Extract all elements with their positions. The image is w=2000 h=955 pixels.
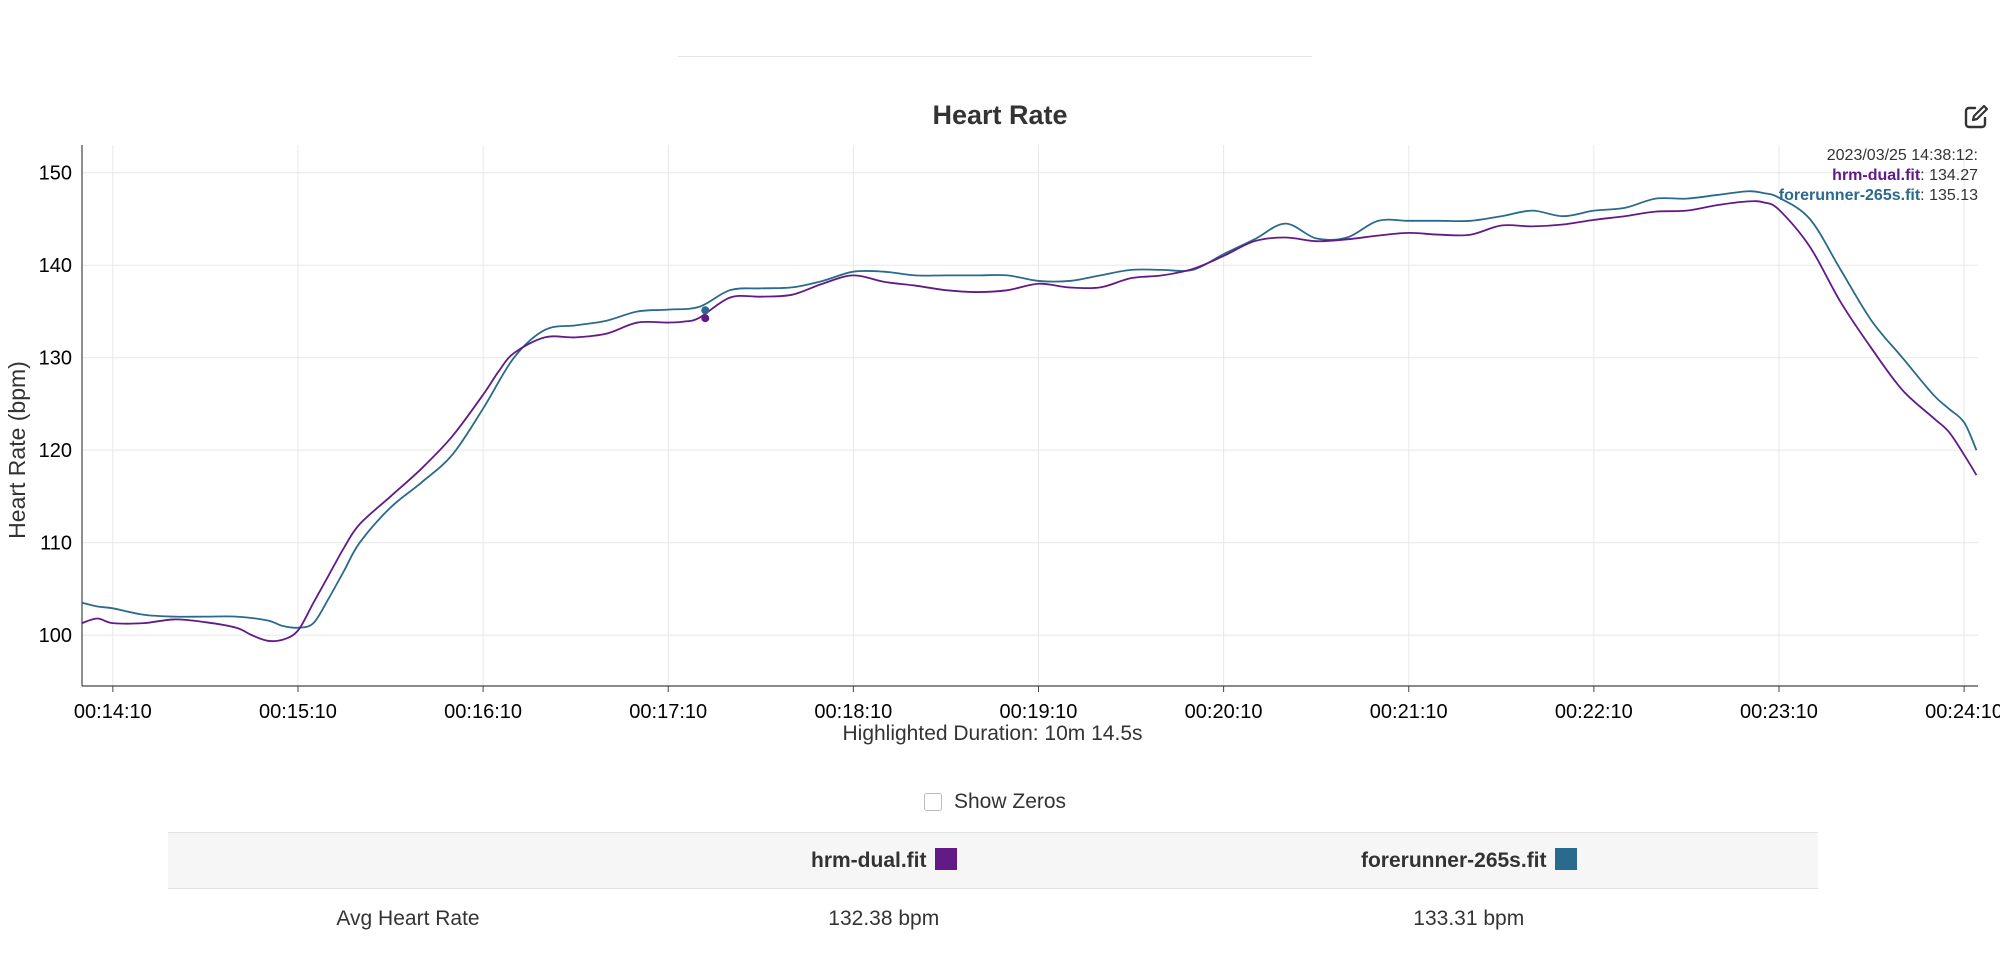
table-header-row: hrm-dual.fit forerunner-265s.fit	[168, 832, 1818, 889]
y-tick-label: 100	[39, 625, 72, 647]
x-tick-label: 00:17:10	[629, 701, 707, 720]
highlighted-duration: Highlighted Duration: 10m 14.5s	[842, 722, 1143, 745]
x-tick-label: 00:14:10	[74, 701, 152, 720]
edit-square-icon[interactable]	[1963, 104, 1989, 130]
tooltip-entry-2: forerunner-265s.fit: 135.13	[1779, 186, 1978, 206]
hover-markers	[701, 306, 710, 323]
table-header-series-1: hrm-dual.fit	[648, 832, 1120, 889]
hover-point-series-1	[701, 314, 710, 323]
tooltip-series-name: hrm-dual.fit	[1832, 167, 1921, 184]
stats-table: hrm-dual.fit forerunner-265s.fit Avg Hea…	[168, 832, 1818, 949]
table-cell: 132.38 bpm	[828, 907, 940, 930]
x-tick-label: 00:21:10	[1370, 701, 1448, 720]
x-tick-label: 00:20:10	[1185, 701, 1263, 720]
y-tick-label: 110	[40, 533, 72, 555]
tooltip-series-value: : 135.13	[1920, 187, 1978, 204]
x-tick-label: 00:24:10	[1925, 701, 2000, 720]
hover-tooltip: 2023/03/25 14:38:12: hrm-dual.fit: 134.2…	[1779, 146, 1978, 206]
chart-grid	[82, 145, 1978, 686]
chart-title: Heart Rate	[932, 100, 1068, 130]
tooltip-entry-1: hrm-dual.fit: 134.27	[1779, 166, 1978, 186]
hover-point-series-2	[701, 306, 710, 315]
show-zeros-label: Show Zeros	[954, 790, 1067, 813]
series-line-2	[81, 190, 1978, 629]
table-header-series-2: forerunner-265s.fit	[1119, 832, 1818, 889]
x-tick-label: 00:15:10	[259, 701, 337, 720]
series-2-swatch	[1554, 848, 1577, 870]
x-tick-label: 00:22:10	[1555, 701, 1633, 720]
tooltip-series-name: forerunner-265s.fit	[1778, 187, 1921, 204]
x-tick-label: 00:18:10	[814, 701, 892, 720]
series-1-swatch	[934, 848, 957, 870]
show-zeros-toggle[interactable]: Show Zeros	[924, 790, 1066, 814]
x-tick-label: 00:19:10	[1000, 701, 1078, 720]
checkbox-unchecked-icon[interactable]	[924, 793, 942, 811]
y-tick-label: 150	[39, 163, 72, 185]
row-label: Avg Heart Rate	[336, 907, 480, 930]
x-tick-label: 00:23:10	[1740, 701, 1818, 720]
chart-series	[81, 190, 1978, 643]
series-line-1	[81, 200, 1978, 643]
tooltip-timestamp: 2023/03/25 14:38:12:	[1826, 147, 1978, 164]
y-tick-label: 130	[39, 348, 72, 370]
y-axis-label: Heart Rate (bpm)	[4, 361, 30, 539]
table-row: Avg Heart Rate 132.38 bpm 133.31 bpm	[168, 889, 1818, 950]
heart-rate-chart[interactable]: 100 110 120 130 140 150 00:14:10 00:15:10 00:16:…	[0, 0, 2000, 720]
y-tick-label: 140	[39, 255, 72, 277]
y-tick-label: 120	[39, 440, 72, 462]
table-cell: 133.31 bpm	[1413, 907, 1525, 930]
top-divider	[678, 56, 1312, 57]
x-tick-label: 00:16:10	[444, 701, 522, 720]
tooltip-series-value: : 134.27	[1920, 167, 1978, 184]
chart-axes: 100 110 120 130 140 150 00:14:10 00:15:10 00:16:…	[39, 145, 2000, 720]
table-header-empty	[168, 832, 648, 889]
